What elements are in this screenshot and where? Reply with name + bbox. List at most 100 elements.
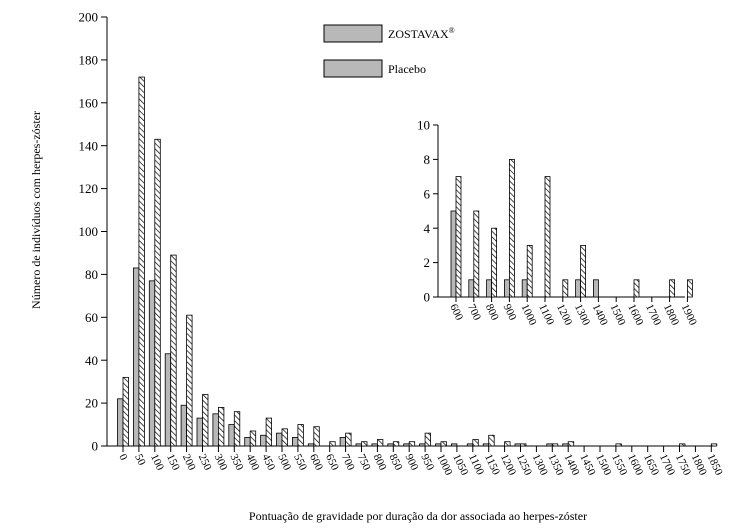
bar-zostavax: [228, 424, 235, 447]
bar-placebo: [455, 176, 462, 298]
bar-placebo: [170, 254, 177, 447]
bar-zostavax: [562, 443, 569, 447]
x-tick-label: 750: [355, 452, 373, 472]
bar-zostavax: [482, 443, 490, 447]
bar-placebo: [408, 441, 416, 447]
bar-zostavax: [521, 279, 528, 298]
bar-zostavax: [450, 443, 458, 447]
x-tick-label: 1200: [554, 302, 574, 327]
y-tick-label: 60: [85, 310, 98, 325]
bar-zostavax: [307, 443, 315, 447]
bar-placebo: [376, 439, 384, 447]
bar-placebo: [392, 441, 400, 447]
legend-swatch-placebo: [323, 59, 383, 78]
bar-zostavax: [371, 443, 378, 447]
bar-placebo: [488, 434, 495, 447]
bar-zostavax: [164, 353, 172, 447]
x-tick-label: 350: [228, 452, 246, 472]
x-tick-label: 150: [164, 452, 182, 472]
x-tick-label: 650: [323, 452, 341, 472]
x-tick-label: 700: [465, 302, 483, 322]
x-tick-label: 1300: [572, 302, 592, 327]
bar-placebo: [361, 441, 368, 447]
bar-zostavax: [546, 443, 553, 447]
x-tick-label: 1100: [536, 302, 556, 327]
bar-zostavax: [503, 279, 510, 298]
x-tick-label: 1400: [590, 302, 610, 327]
bar-placebo: [154, 138, 161, 447]
bar-zostavax: [593, 279, 599, 298]
bar-placebo: [562, 279, 569, 298]
legend: ZOSTAVAX® Placebo: [323, 24, 455, 78]
y-tick-label: 140: [79, 138, 99, 153]
y-tick-label: 120: [79, 181, 99, 196]
bar-zostavax: [148, 280, 156, 447]
x-tick-label: 400: [243, 452, 261, 472]
bar-placebo: [580, 244, 586, 298]
x-tick-label: 1900: [679, 302, 699, 327]
bar-placebo: [520, 443, 527, 447]
bar-placebo: [424, 432, 432, 447]
bar-zostavax: [403, 443, 410, 447]
y-tick-label: 100: [79, 224, 99, 239]
x-tick-label: 600: [447, 302, 465, 322]
bar-placebo: [615, 443, 622, 447]
bar-zostavax: [468, 279, 475, 298]
bar-zostavax: [514, 443, 521, 447]
legend-label-zostavax-sup: ®: [449, 26, 455, 35]
bar-placebo: [186, 314, 193, 447]
x-tick-label: 50: [132, 452, 148, 467]
y-tick-label: 0: [424, 290, 431, 305]
bar-placebo: [526, 244, 533, 298]
bar-zostavax: [450, 210, 457, 298]
y-tick-label: 160: [79, 95, 99, 110]
y-tick-label: 180: [79, 52, 99, 67]
x-tick-label: 800: [483, 302, 501, 322]
bar-placebo: [202, 394, 209, 447]
bar-placebo: [281, 428, 288, 447]
bar-placebo: [679, 443, 686, 447]
x-tick-label: 850: [387, 452, 405, 472]
bar-placebo: [669, 279, 675, 298]
legend-swatch-zostavax: [323, 24, 383, 43]
x-tick-label: 1600: [625, 302, 645, 327]
x-tick-label: 300: [212, 452, 230, 472]
y-tick-label: 4: [424, 221, 431, 236]
y-tick-label: 10: [417, 118, 430, 133]
bar-zostavax: [260, 434, 267, 447]
bar-placebo: [345, 432, 352, 447]
bar-zostavax: [575, 279, 581, 298]
bar-placebo: [265, 417, 273, 447]
bar-placebo: [122, 376, 129, 447]
bar-placebo: [687, 279, 693, 298]
bar-placebo: [508, 158, 515, 298]
bar-zostavax: [355, 443, 362, 447]
bar-placebo: [472, 439, 479, 447]
x-tick-label: 1500: [607, 302, 627, 327]
x-tick-label: 1000: [518, 302, 538, 327]
y-tick-label: 200: [79, 10, 99, 25]
bar-placebo: [249, 430, 257, 447]
bar-zostavax: [212, 413, 219, 447]
x-tick-label: 600: [307, 452, 325, 472]
bar-zostavax: [339, 437, 347, 447]
x-tick-label: 100: [148, 452, 166, 472]
x-tick-label: 950: [418, 452, 436, 472]
bar-placebo: [544, 176, 551, 298]
y-tick-label: 6: [424, 186, 431, 201]
bar-placebo: [217, 406, 225, 447]
bar-placebo: [567, 441, 575, 447]
x-tick-label: 500: [275, 452, 293, 472]
x-tick-label: 700: [339, 452, 357, 472]
bar-placebo: [138, 76, 145, 447]
x-tick-label: 1850: [705, 452, 725, 477]
x-tick-label: 450: [259, 452, 277, 472]
bar-placebo: [710, 443, 718, 447]
x-tick-label: 800: [371, 452, 389, 472]
bar-zostavax: [132, 267, 140, 447]
bar-zostavax: [117, 398, 124, 447]
x-axis-title: Pontuação de gravidade por duração da do…: [249, 509, 587, 523]
legend-label-zostavax: ZOSTAVAX®: [388, 26, 455, 41]
